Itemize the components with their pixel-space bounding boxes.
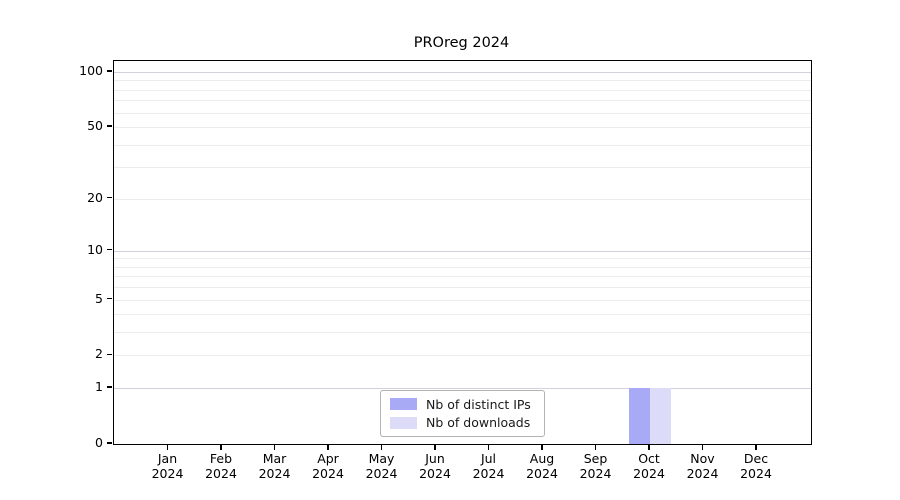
- x-tick-label: Jun 2024: [419, 451, 451, 481]
- gridline-minor: [114, 287, 811, 289]
- y-tick-label: 100: [79, 63, 103, 78]
- x-tick-label: Apr 2024: [312, 451, 344, 481]
- y-tick-label: 5: [95, 290, 103, 306]
- x-tick-label: May 2024: [365, 451, 398, 481]
- gridline-minor: [114, 112, 811, 114]
- y-tick-label: 2: [95, 346, 103, 362]
- x-tick: [701, 444, 704, 450]
- y-tick-label: 1: [95, 379, 103, 395]
- x-tick-label: Mar 2024: [258, 451, 291, 481]
- legend-item-downloads: Nb of downloads: [390, 415, 535, 430]
- gridline-minor: [114, 89, 811, 91]
- legend-item-distinct-ips: Nb of distinct IPs: [390, 397, 535, 412]
- gridline-minor: [114, 299, 811, 301]
- y-tick: [107, 125, 112, 127]
- chart-title: PROreg 2024: [413, 35, 510, 51]
- gridline-minor: [114, 80, 811, 82]
- x-tick: [648, 444, 650, 450]
- legend-label-downloads: Nb of downloads: [426, 415, 531, 431]
- x-tick: [220, 444, 222, 450]
- x-tick-label: Sep 2024: [579, 451, 612, 481]
- x-tick-label: Aug 2024: [526, 451, 558, 481]
- bar-distinct-ips: [629, 388, 650, 444]
- gridline-major: [114, 388, 811, 390]
- x-tick: [434, 444, 436, 450]
- x-tick: [541, 444, 543, 450]
- gridline-minor: [114, 127, 811, 129]
- y-tick: [107, 386, 112, 388]
- gridline-minor: [114, 100, 811, 102]
- y-tick: [107, 353, 112, 356]
- gridline-minor: [114, 314, 811, 316]
- y-tick-label: 0: [95, 435, 103, 450]
- x-tick-label: Oct 2024: [633, 451, 665, 481]
- gridline-minor: [114, 167, 811, 169]
- y-tick-label: 20: [87, 189, 103, 205]
- gridline-minor: [114, 144, 811, 146]
- gridline-minor: [114, 276, 811, 278]
- y-tick-label: 10: [87, 241, 103, 257]
- plot-area: [113, 60, 812, 445]
- y-tick: [107, 196, 112, 199]
- x-tick-label: Feb 2024: [205, 451, 237, 481]
- legend: Nb of distinct IPs Nb of downloads: [380, 390, 545, 437]
- x-tick: [273, 444, 276, 450]
- x-tick-label: Jan 2024: [151, 451, 184, 481]
- x-tick: [380, 444, 383, 450]
- x-tick: [487, 444, 490, 450]
- legend-label-distinct-ips: Nb of distinct IPs: [426, 396, 531, 412]
- x-tick: [166, 444, 169, 450]
- gridline-major: [114, 72, 811, 73]
- gridline-minor: [114, 332, 811, 334]
- y-tick: [107, 297, 112, 300]
- gridline-minor: [114, 198, 811, 200]
- x-tick-label: Jul 2024: [472, 451, 505, 481]
- x-tick-label: Nov 2024: [686, 451, 719, 481]
- y-tick-label: 50: [87, 118, 103, 134]
- gridline-minor: [114, 266, 811, 268]
- bar-downloads: [650, 388, 671, 444]
- x-tick-label: Dec 2024: [740, 451, 772, 481]
- y-tick: [107, 249, 112, 251]
- legend-swatch-distinct-ips: [390, 398, 417, 411]
- x-tick: [755, 444, 757, 450]
- legend-swatch-downloads: [390, 416, 417, 429]
- x-tick: [327, 444, 329, 450]
- gridline-minor: [114, 355, 811, 357]
- y-tick: [107, 442, 112, 444]
- gridline-major: [114, 250, 811, 252]
- x-tick: [594, 444, 597, 450]
- gridline-minor: [114, 258, 811, 260]
- y-tick: [107, 70, 112, 72]
